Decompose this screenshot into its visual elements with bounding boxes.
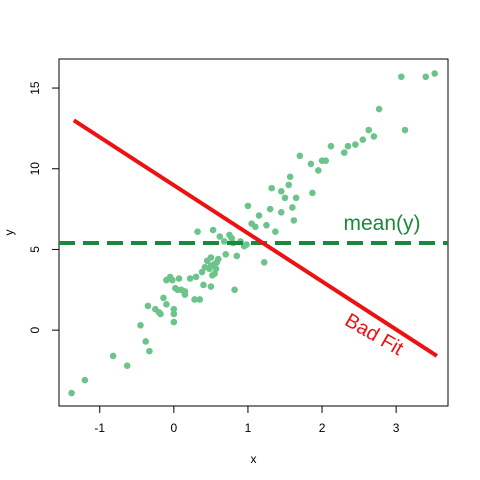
data-point bbox=[196, 296, 204, 303]
data-point bbox=[398, 73, 405, 81]
data-point bbox=[160, 294, 167, 302]
y-tick-label: 5 bbox=[28, 246, 42, 253]
data-point bbox=[194, 228, 201, 235]
data-point bbox=[401, 126, 409, 134]
data-point bbox=[315, 167, 322, 174]
data-point bbox=[277, 209, 285, 216]
data-point bbox=[186, 275, 194, 282]
data-point bbox=[233, 252, 241, 260]
data-point bbox=[309, 189, 316, 197]
data-point bbox=[281, 194, 289, 202]
data-point bbox=[68, 389, 75, 397]
data-point bbox=[81, 376, 89, 384]
x-tick-label: 1 bbox=[245, 421, 252, 435]
data-point bbox=[352, 141, 359, 148]
data-point bbox=[277, 188, 285, 195]
data-point bbox=[266, 205, 274, 213]
data-point bbox=[163, 301, 170, 308]
data-point bbox=[109, 352, 117, 360]
data-point bbox=[292, 194, 300, 202]
data-point bbox=[200, 281, 207, 289]
data-point bbox=[272, 228, 279, 235]
data-point bbox=[365, 126, 373, 134]
data-point bbox=[198, 268, 206, 276]
data-points bbox=[68, 70, 438, 397]
mean-label: mean(y) bbox=[343, 212, 420, 235]
x-axis-label: x bbox=[251, 452, 257, 466]
data-point bbox=[375, 105, 383, 113]
data-point bbox=[370, 133, 378, 140]
y-tick-label: 0 bbox=[28, 326, 42, 333]
data-point bbox=[144, 302, 152, 310]
data-point bbox=[243, 241, 250, 248]
x-tick-label: 2 bbox=[319, 421, 326, 435]
data-point bbox=[181, 288, 189, 295]
data-point bbox=[209, 226, 217, 234]
data-point bbox=[327, 142, 335, 150]
data-point bbox=[244, 202, 252, 210]
data-point bbox=[340, 149, 348, 156]
data-point bbox=[255, 212, 263, 219]
data-point bbox=[322, 157, 330, 164]
data-point bbox=[170, 310, 178, 318]
data-point bbox=[216, 233, 224, 240]
y-tick-label: 10 bbox=[28, 162, 42, 176]
data-point bbox=[268, 184, 275, 192]
data-point bbox=[170, 318, 178, 326]
data-point bbox=[212, 265, 220, 273]
y-tick-label: 15 bbox=[28, 81, 42, 95]
data-point bbox=[422, 73, 430, 81]
data-point bbox=[215, 255, 222, 263]
data-point bbox=[123, 362, 131, 369]
data-point bbox=[296, 152, 304, 160]
x-axis: -1 0 1 2 3 bbox=[94, 405, 400, 435]
data-point bbox=[263, 221, 270, 229]
data-point bbox=[286, 173, 294, 181]
data-point bbox=[289, 204, 296, 211]
data-point bbox=[137, 322, 144, 329]
data-point bbox=[285, 181, 292, 189]
x-tick-label: 3 bbox=[393, 421, 400, 435]
data-point bbox=[260, 259, 268, 266]
x-tick-label: -1 bbox=[94, 421, 105, 435]
data-point bbox=[307, 160, 315, 168]
data-point bbox=[191, 296, 198, 303]
data-point bbox=[252, 223, 259, 231]
data-point bbox=[175, 275, 183, 282]
bad-fit-line bbox=[72, 118, 438, 358]
y-axis-label: y bbox=[2, 230, 16, 236]
data-point bbox=[146, 347, 153, 355]
data-point bbox=[220, 238, 228, 245]
data-point bbox=[359, 136, 367, 143]
data-point bbox=[290, 217, 298, 224]
data-point bbox=[157, 310, 164, 318]
y-axis: 0 5 10 15 bbox=[28, 81, 60, 333]
data-point bbox=[142, 338, 149, 345]
data-point bbox=[344, 142, 352, 150]
x-tick-label: 0 bbox=[171, 421, 178, 435]
data-point bbox=[207, 254, 215, 261]
data-point bbox=[231, 286, 238, 294]
data-point bbox=[170, 305, 178, 313]
data-point bbox=[192, 273, 200, 281]
data-point bbox=[207, 283, 215, 290]
data-point bbox=[169, 276, 176, 284]
data-point bbox=[222, 250, 230, 258]
data-point bbox=[431, 70, 438, 77]
